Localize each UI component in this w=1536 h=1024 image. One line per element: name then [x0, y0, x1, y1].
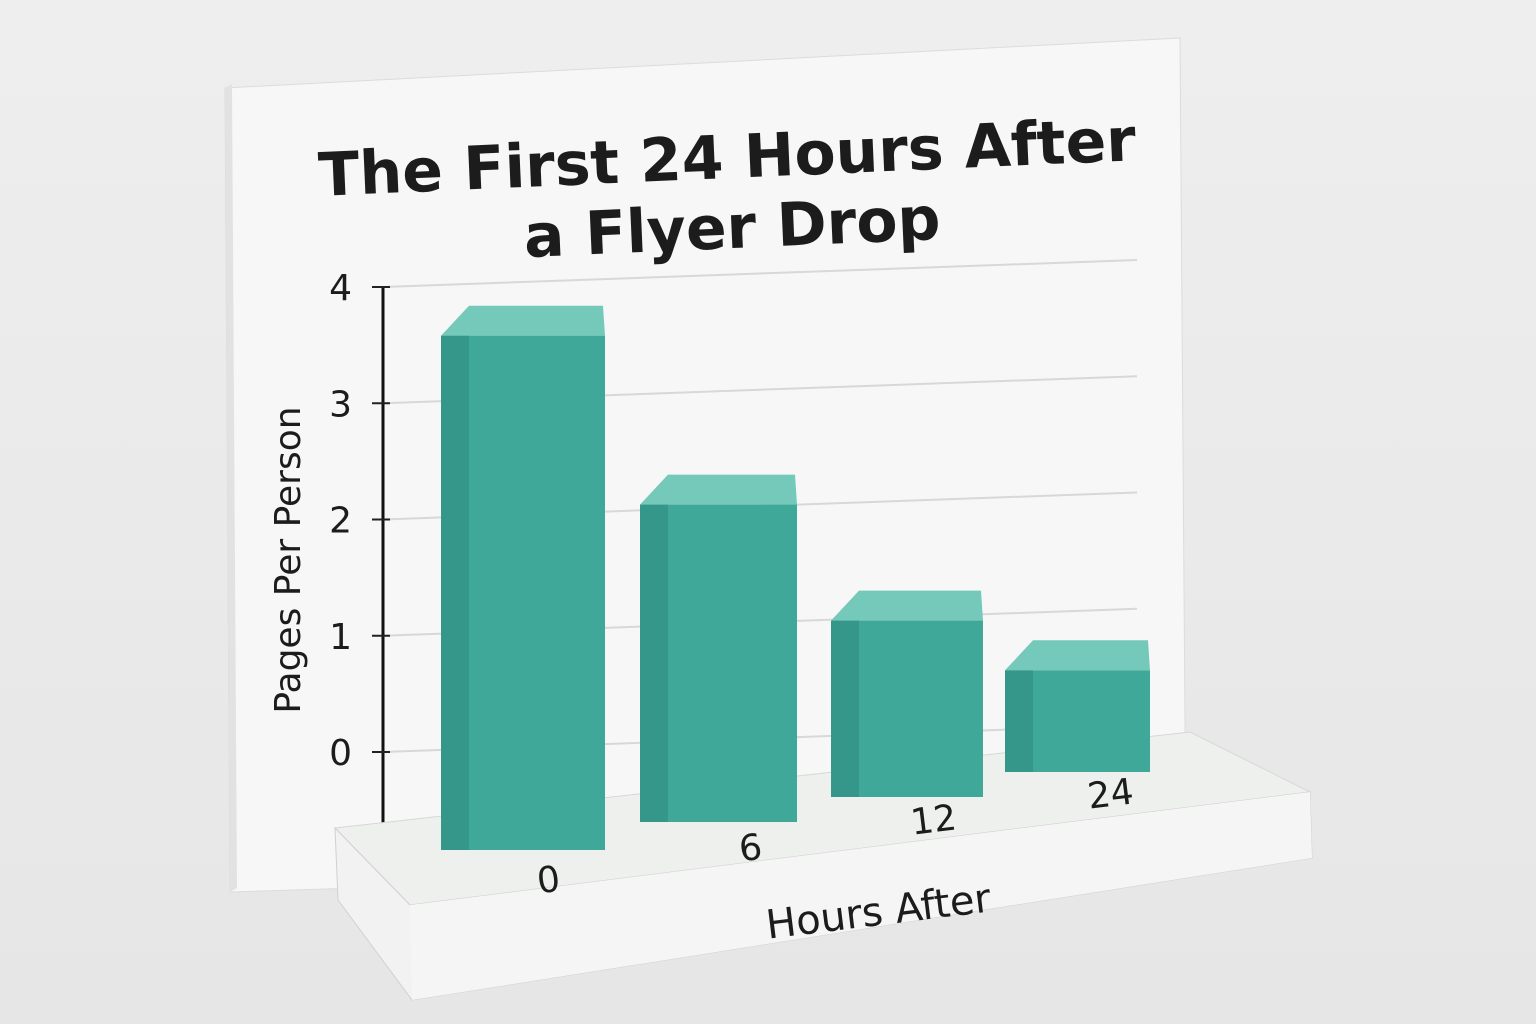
x-tick-label: 6 [737, 827, 765, 870]
bar-side-face [1005, 670, 1033, 772]
bar-top-face [1005, 640, 1150, 671]
bar-24 [1005, 640, 1150, 772]
bar-6 [640, 474, 797, 822]
x-tick-label: 12 [908, 797, 958, 843]
bar-side-face [441, 335, 469, 850]
y-tick-label: 1 [329, 617, 352, 658]
x-tick-label: 0 [535, 859, 563, 902]
x-tick-label: 24 [1085, 771, 1135, 817]
gridline [382, 259, 1138, 288]
bar-top-face [441, 305, 605, 336]
y-tick-label: 3 [329, 384, 352, 425]
base-front-face [410, 792, 1312, 1000]
bar-side-face [831, 620, 859, 797]
y-tick-label: 2 [329, 501, 352, 542]
bar-12 [831, 590, 983, 797]
bar-top-face [640, 474, 797, 505]
y-tick-label: 4 [329, 268, 352, 309]
bar-top-face [831, 590, 983, 621]
bar-side-face [640, 504, 668, 822]
bar-0 [441, 305, 605, 850]
y-tick-label: 0 [329, 733, 352, 774]
y-axis-label: Pages Per Person [268, 406, 309, 713]
board-edge [225, 84, 237, 892]
